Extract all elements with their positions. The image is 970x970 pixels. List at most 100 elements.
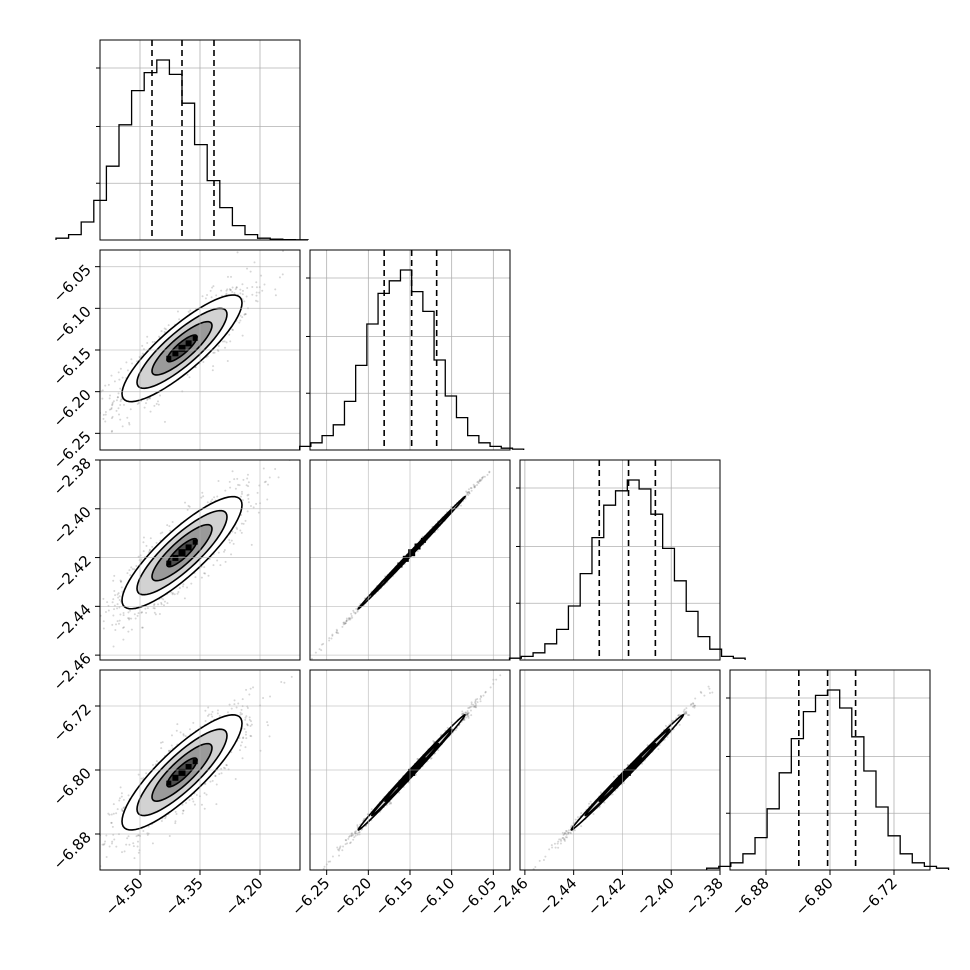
sample-point — [176, 723, 179, 726]
sample-point — [207, 574, 210, 577]
sample-point — [249, 270, 252, 273]
sample-point — [155, 541, 158, 544]
sample-point — [213, 496, 216, 499]
sample-point — [245, 295, 248, 298]
sample-point — [233, 292, 236, 295]
sample-point — [246, 723, 249, 726]
sample-point — [105, 834, 108, 837]
sample-point — [347, 618, 350, 621]
sample-point — [164, 815, 167, 818]
sample-point — [153, 611, 156, 614]
sample-point — [416, 550, 419, 553]
sample-point — [212, 285, 215, 288]
sample-point — [268, 735, 271, 738]
sample-point — [229, 340, 232, 343]
sample-point — [239, 319, 242, 322]
sample-point — [231, 530, 234, 533]
sample-point — [128, 618, 131, 621]
sample-point — [110, 813, 113, 816]
sample-point — [470, 703, 473, 706]
sample-point — [112, 645, 115, 648]
sample-point — [108, 845, 111, 848]
sample-point — [102, 843, 105, 846]
panel-frame — [99, 459, 301, 661]
sample-point — [163, 327, 166, 330]
sample-point — [201, 491, 204, 494]
density-layer — [310, 470, 491, 660]
sample-point — [209, 780, 212, 783]
sample-point — [255, 286, 258, 289]
sample-point — [331, 855, 334, 858]
sample-point — [129, 609, 132, 612]
sample-point — [241, 316, 244, 319]
sample-point — [240, 514, 243, 517]
sample-point — [176, 310, 179, 313]
density-peak — [172, 774, 179, 781]
sample-point — [211, 369, 214, 372]
sample-point — [250, 543, 253, 546]
sample-point — [171, 592, 174, 595]
sample-point — [344, 622, 347, 625]
sample-point — [145, 544, 148, 547]
sample-point — [335, 628, 338, 631]
sample-point — [137, 401, 140, 404]
sample-point — [119, 579, 122, 582]
sample-point — [148, 548, 151, 551]
density-panel — [99, 249, 301, 455]
sample-point — [246, 477, 249, 480]
sample-point — [145, 772, 148, 775]
sample-point — [328, 637, 331, 640]
sample-point — [206, 714, 209, 717]
sample-point — [266, 721, 269, 724]
sample-point — [216, 495, 219, 498]
sample-point — [111, 840, 114, 843]
sample-point — [218, 714, 221, 717]
density-peak — [178, 768, 186, 776]
sample-point — [320, 649, 323, 652]
sample-point — [249, 734, 252, 737]
sample-point — [466, 715, 469, 718]
sample-point — [105, 856, 108, 859]
sample-point — [349, 618, 352, 621]
sample-point — [211, 710, 214, 713]
sample-point — [484, 691, 487, 694]
sample-point — [483, 475, 486, 478]
sample-point — [482, 475, 485, 478]
sample-point — [481, 476, 484, 479]
sample-point — [149, 397, 152, 400]
sample-point — [104, 384, 107, 387]
panel-frame — [309, 459, 511, 661]
sample-point — [226, 711, 229, 714]
sample-point — [129, 453, 131, 455]
sample-point — [127, 617, 130, 620]
sample-point — [477, 480, 480, 483]
sample-point — [149, 537, 152, 540]
sample-point — [118, 599, 121, 602]
sample-point — [135, 835, 138, 838]
sample-point — [240, 492, 243, 495]
sample-point — [247, 501, 250, 504]
sample-point — [118, 619, 121, 622]
sample-point — [118, 595, 121, 598]
sample-point — [247, 485, 250, 488]
sample-point — [474, 701, 477, 704]
sample-point — [244, 746, 247, 749]
sample-point — [206, 294, 209, 297]
sample-point — [464, 711, 467, 714]
sample-point — [211, 286, 214, 289]
sample-point — [225, 764, 228, 767]
sample-point — [107, 812, 110, 815]
sample-point — [201, 295, 204, 298]
sample-point — [174, 822, 177, 825]
sample-point — [216, 559, 219, 562]
sample-point — [468, 492, 471, 495]
sample-point — [240, 495, 243, 498]
sample-point — [274, 294, 277, 297]
sample-point — [117, 371, 120, 374]
sample-point — [476, 483, 479, 486]
sample-point — [153, 604, 156, 607]
sample-point — [181, 803, 184, 806]
sample-point — [230, 707, 233, 710]
sample-point — [163, 600, 166, 603]
sample-point — [241, 283, 244, 286]
